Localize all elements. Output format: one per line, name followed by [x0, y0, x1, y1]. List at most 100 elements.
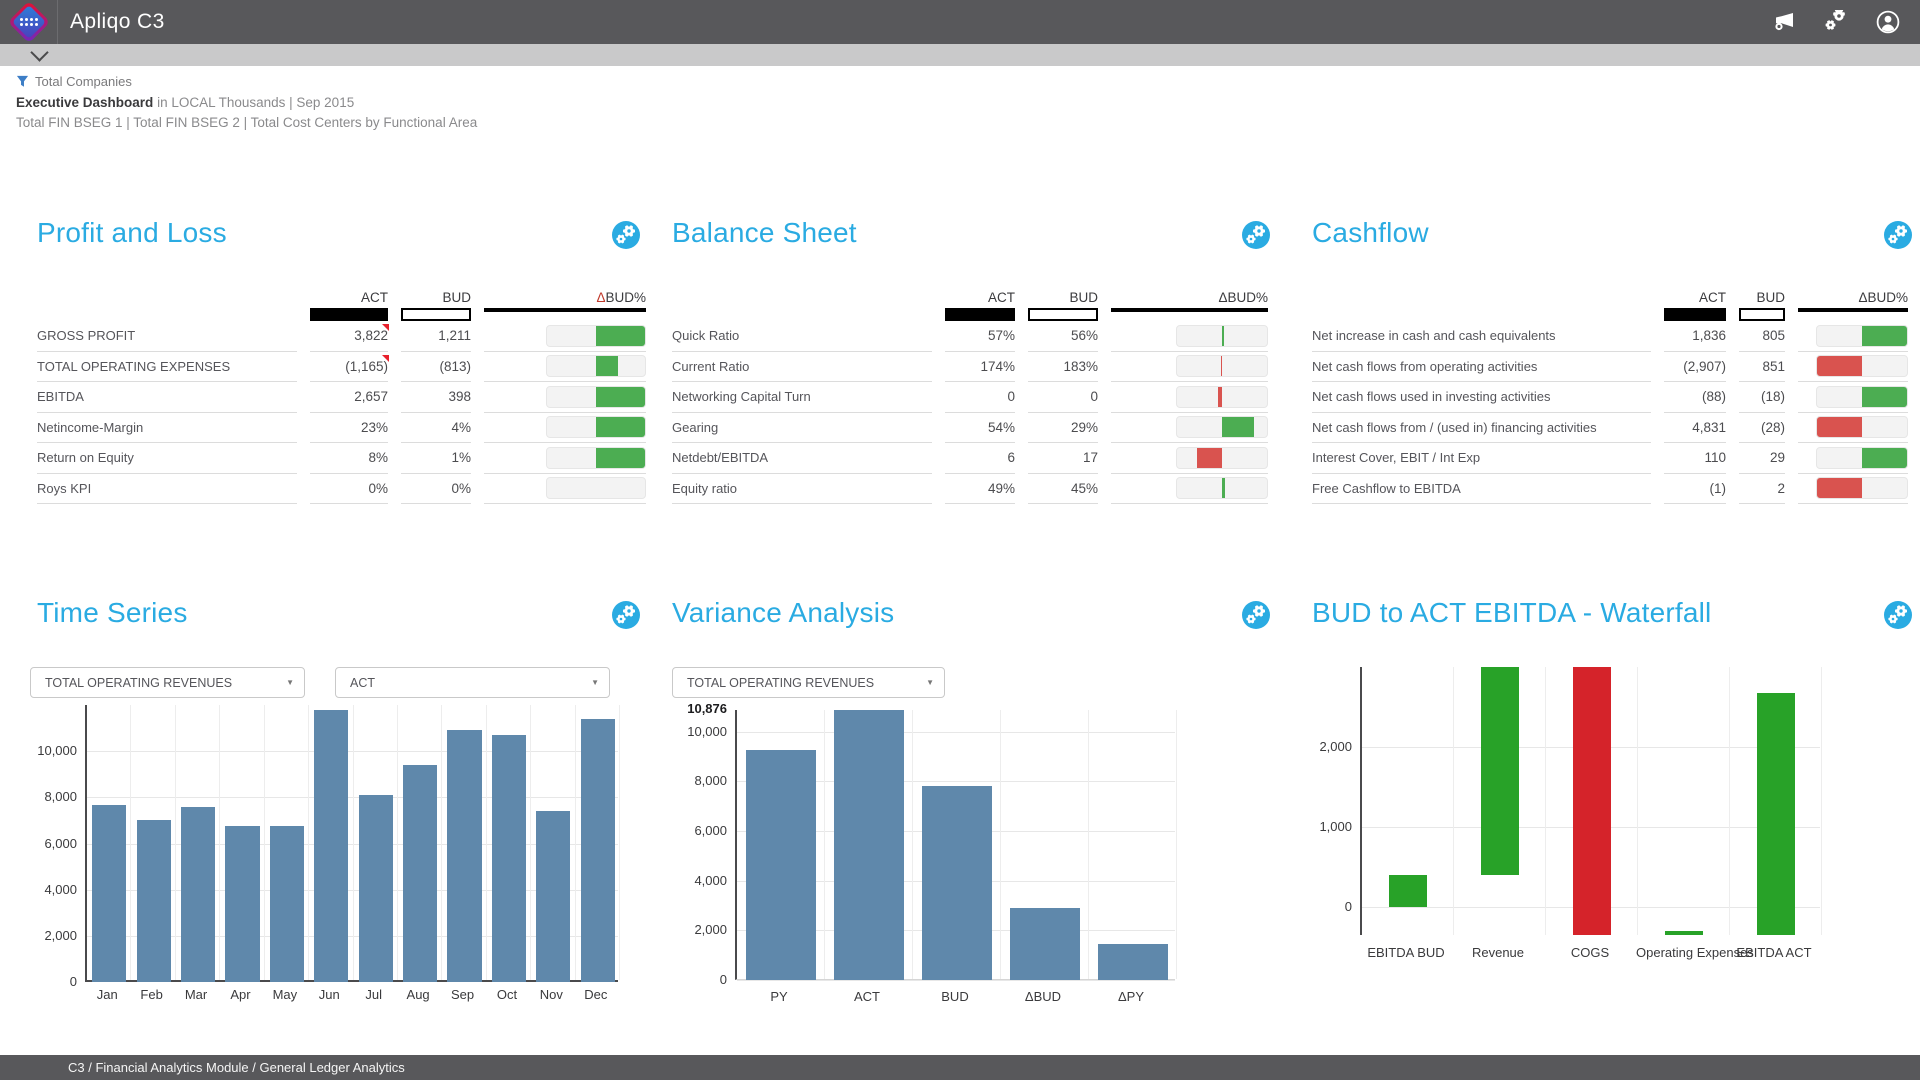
x-category-label: Nov — [539, 987, 563, 1002]
chart-bar — [1480, 667, 1520, 875]
bullet-track — [1816, 324, 1908, 347]
waterfall-chart: 0 1,000 2,000 EBITDA BUD Revenue COGS Operatin… — [1312, 595, 1912, 1025]
x-category-label: BUD — [941, 989, 969, 1004]
chart-bar — [92, 805, 127, 982]
megaphone-icon[interactable] — [1772, 10, 1796, 34]
x-category-label: Revenue — [1471, 945, 1525, 960]
gridline — [308, 705, 310, 980]
table-row: Net cash flows used in investing activit… — [1312, 382, 1908, 413]
panel-title: BUD to ACT EBITDA - Waterfall — [1312, 597, 1712, 628]
table-row: Equity ratio 49% 45% — [672, 474, 1268, 504]
chevron-down-icon: ▼ — [591, 678, 599, 687]
gridline — [1176, 710, 1177, 979]
panel-settings-icon[interactable] — [612, 601, 640, 629]
row-label: Interest Cover, EBIT / Int Exp — [1312, 443, 1651, 474]
act-value: 23% — [310, 413, 388, 443]
col-header-act: ACT — [945, 285, 1015, 321]
row-label: Net cash flows from / (used in) financin… — [1312, 413, 1651, 443]
panel-settings-icon[interactable] — [612, 221, 640, 249]
gridline — [912, 710, 913, 979]
table-row: Net cash flows from operating activities… — [1312, 352, 1908, 382]
panel-settings-icon[interactable] — [1884, 601, 1912, 629]
app-title: Apliqo C3 — [70, 10, 165, 33]
table-row: Netdebt/EBITDA 6 17 — [672, 443, 1268, 474]
chart-bar — [1009, 908, 1081, 980]
row-label: Return on Equity — [37, 443, 297, 474]
delta-bar-cell — [484, 352, 646, 382]
view-dimensions: Total FIN BSEG 1 | Total FIN BSEG 2 | To… — [16, 115, 478, 130]
cashflow-panel: Cashflow ACT BUD ΔBUD% Net increase in cash… — [1312, 215, 1912, 515]
delta-bar-cell — [1111, 443, 1268, 474]
gridline — [1453, 667, 1454, 935]
bud-value: 4% — [401, 413, 471, 443]
x-category-label: Oct — [496, 987, 518, 1002]
table-row: Net cash flows from / (used in) financin… — [1312, 413, 1908, 443]
act-value: 0% — [310, 474, 388, 504]
chart-plot-area — [1360, 667, 1822, 935]
gridline — [530, 705, 532, 980]
app-logo[interactable] — [0, 0, 58, 44]
bullet-track — [1176, 477, 1268, 500]
delta-bar-cell — [1798, 352, 1908, 382]
row-label: Net increase in cash and cash equivalent… — [1312, 321, 1651, 352]
chart-plot-area — [735, 710, 1177, 981]
time-series-chart: 0 2,000 4,000 6,000 8,000 10,000 Jan Feb Mar Apr M… — [30, 595, 650, 1025]
x-category-label: Aug — [406, 987, 430, 1002]
bud-legend-swatch — [401, 308, 471, 321]
user-icon[interactable] — [1876, 10, 1900, 34]
panel-settings-icon[interactable] — [1242, 221, 1270, 249]
comment-flag-icon[interactable] — [382, 354, 389, 362]
delta-bar-cell — [1798, 382, 1908, 413]
delta-bar-cell — [1111, 321, 1268, 352]
measure-select-value: TOTAL OPERATING REVENUES — [687, 675, 875, 690]
delta-bar-cell — [1111, 382, 1268, 413]
delta-legend-line — [1798, 308, 1908, 312]
variance-analysis-chart: 0 2,000 4,000 6,000 8,000 10,000 10,876 PY ACT BU… — [672, 595, 1272, 1025]
measure-select[interactable]: TOTAL OPERATING REVENUES ▼ — [30, 667, 305, 698]
chevron-down-icon[interactable] — [30, 43, 49, 62]
act-legend-swatch — [1664, 308, 1726, 321]
x-category-label: Feb — [140, 987, 163, 1002]
view-subtitle: in LOCAL Thousands | Sep 2015 — [153, 95, 355, 110]
gears-icon[interactable] — [1824, 10, 1848, 34]
table-row: Netincome-Margin 23% 4% — [37, 413, 646, 443]
chart-bar — [1097, 944, 1169, 980]
col-header-delta-bud-pct: ΔBUD% — [1798, 285, 1908, 321]
row-label: Quick Ratio — [672, 321, 932, 352]
panel-settings-icon[interactable] — [1242, 601, 1270, 629]
x-category-label: EBITDA ACT — [1736, 945, 1812, 960]
gridline — [130, 705, 132, 980]
x-category-label: Jun — [318, 987, 340, 1002]
act-value: 2,657 — [310, 382, 388, 413]
header-icons — [1772, 0, 1900, 44]
y-tick-label: 0 — [719, 972, 727, 987]
table-row: Networking Capital Turn 0 0 — [672, 382, 1268, 413]
measure-select[interactable]: TOTAL OPERATING REVENUES ▼ — [672, 667, 945, 698]
delta-bar-cell — [1798, 474, 1908, 504]
y-tick-label: 2,000 — [1319, 739, 1352, 754]
panel-title: Time Series — [37, 597, 188, 628]
bud-value: 1% — [401, 443, 471, 474]
comment-flag-icon[interactable] — [382, 324, 389, 331]
measure-select-value: TOTAL OPERATING REVENUES — [45, 675, 233, 690]
table-row: Current Ratio 174% 183% — [672, 352, 1268, 382]
bullet-fill — [1196, 447, 1222, 468]
delta-bar-cell — [484, 474, 646, 504]
panel-title: Profit and Loss — [37, 217, 227, 248]
delta-bar-cell — [484, 443, 646, 474]
row-label: GROSS PROFIT — [37, 321, 297, 352]
row-label: Netdebt/EBITDA — [672, 443, 932, 474]
waterfall-panel: BUD to ACT EBITDA - Waterfall 0 1,000 2,00… — [1312, 595, 1912, 1025]
bud-value: 805 — [1739, 321, 1785, 352]
act-value: 57% — [945, 321, 1015, 352]
filter-label[interactable]: Total Companies — [35, 73, 132, 89]
table-row: Interest Cover, EBIT / Int Exp 110 29 — [1312, 443, 1908, 474]
chart-bar — [269, 826, 304, 982]
table-row: Free Cashflow to EBITDA (1) 2 — [1312, 474, 1908, 504]
chart-bar — [358, 795, 393, 982]
table-row: Return on Equity 8% 1% — [37, 443, 646, 474]
panel-settings-icon[interactable] — [1884, 221, 1912, 249]
bullet-track — [1816, 416, 1908, 439]
bud-value: 851 — [1739, 352, 1785, 382]
version-select[interactable]: ACT ▼ — [335, 667, 610, 698]
